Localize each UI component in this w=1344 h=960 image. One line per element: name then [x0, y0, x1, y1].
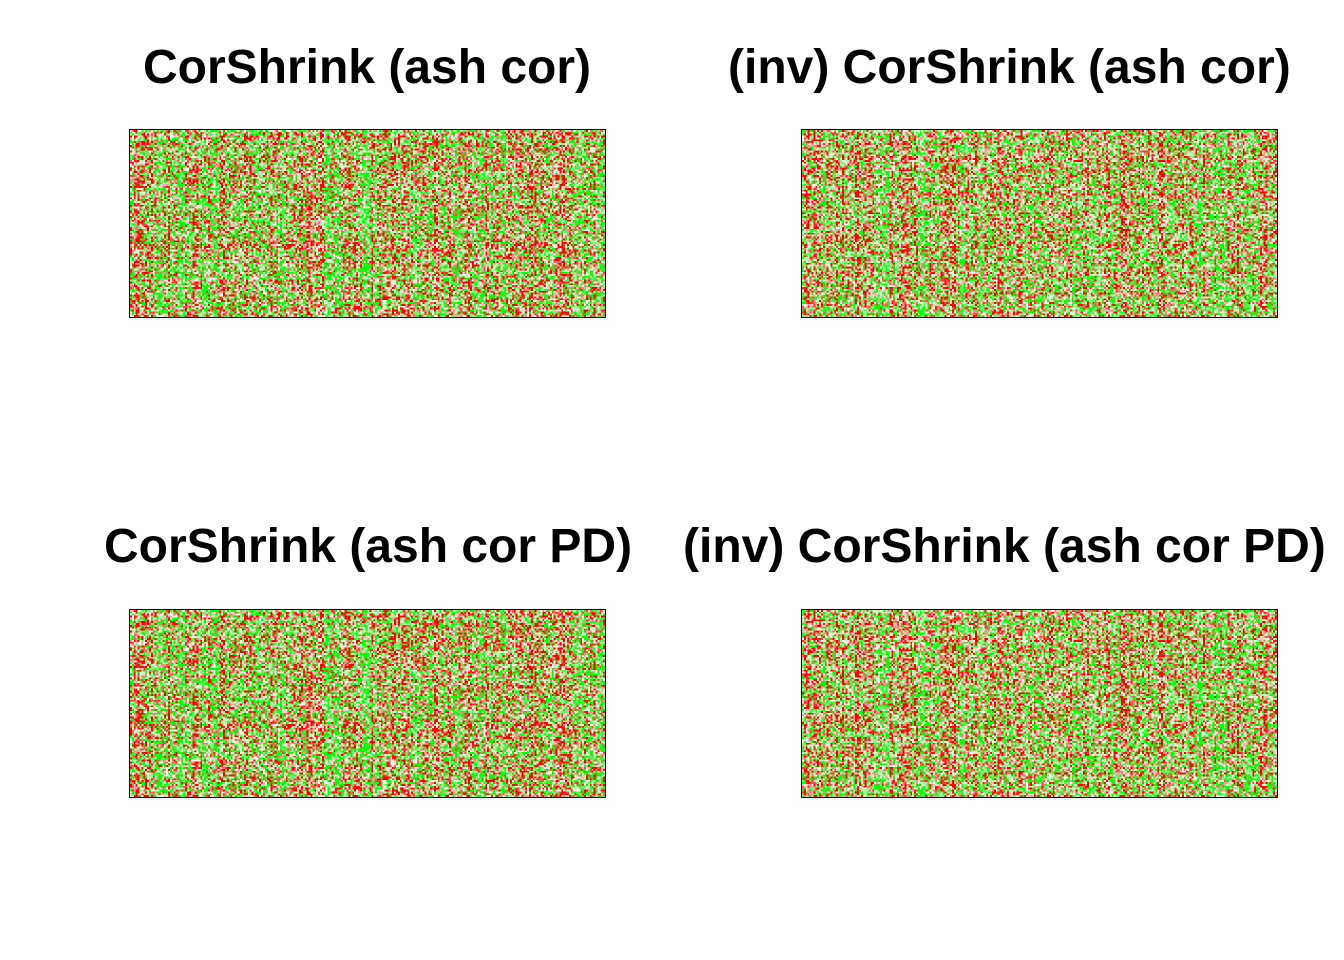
heatmap-cells	[802, 130, 1277, 317]
heatmap-inv-corshrink-ash-cor	[801, 129, 1278, 318]
heatmap-corshrink-ash-cor-pd	[129, 609, 606, 798]
heatmap-inv-corshrink-ash-cor-pd	[801, 609, 1278, 798]
heatmap-cells	[130, 610, 605, 797]
chart-title-corshrink-ash-cor: CorShrink (ash cor)	[142, 41, 592, 94]
chart-title-inv-corshrink-ash-cor-pd: (inv) CorShrink (ash cor PD)	[683, 520, 1326, 573]
chart-title-corshrink-ash-cor-pd: CorShrink (ash cor PD)	[103, 520, 633, 573]
heatmap-cells	[130, 130, 605, 317]
heatmap-corshrink-ash-cor	[129, 129, 606, 318]
heatmap-cells	[802, 610, 1277, 797]
chart-title-inv-corshrink-ash-cor: (inv) CorShrink (ash cor)	[728, 41, 1291, 94]
